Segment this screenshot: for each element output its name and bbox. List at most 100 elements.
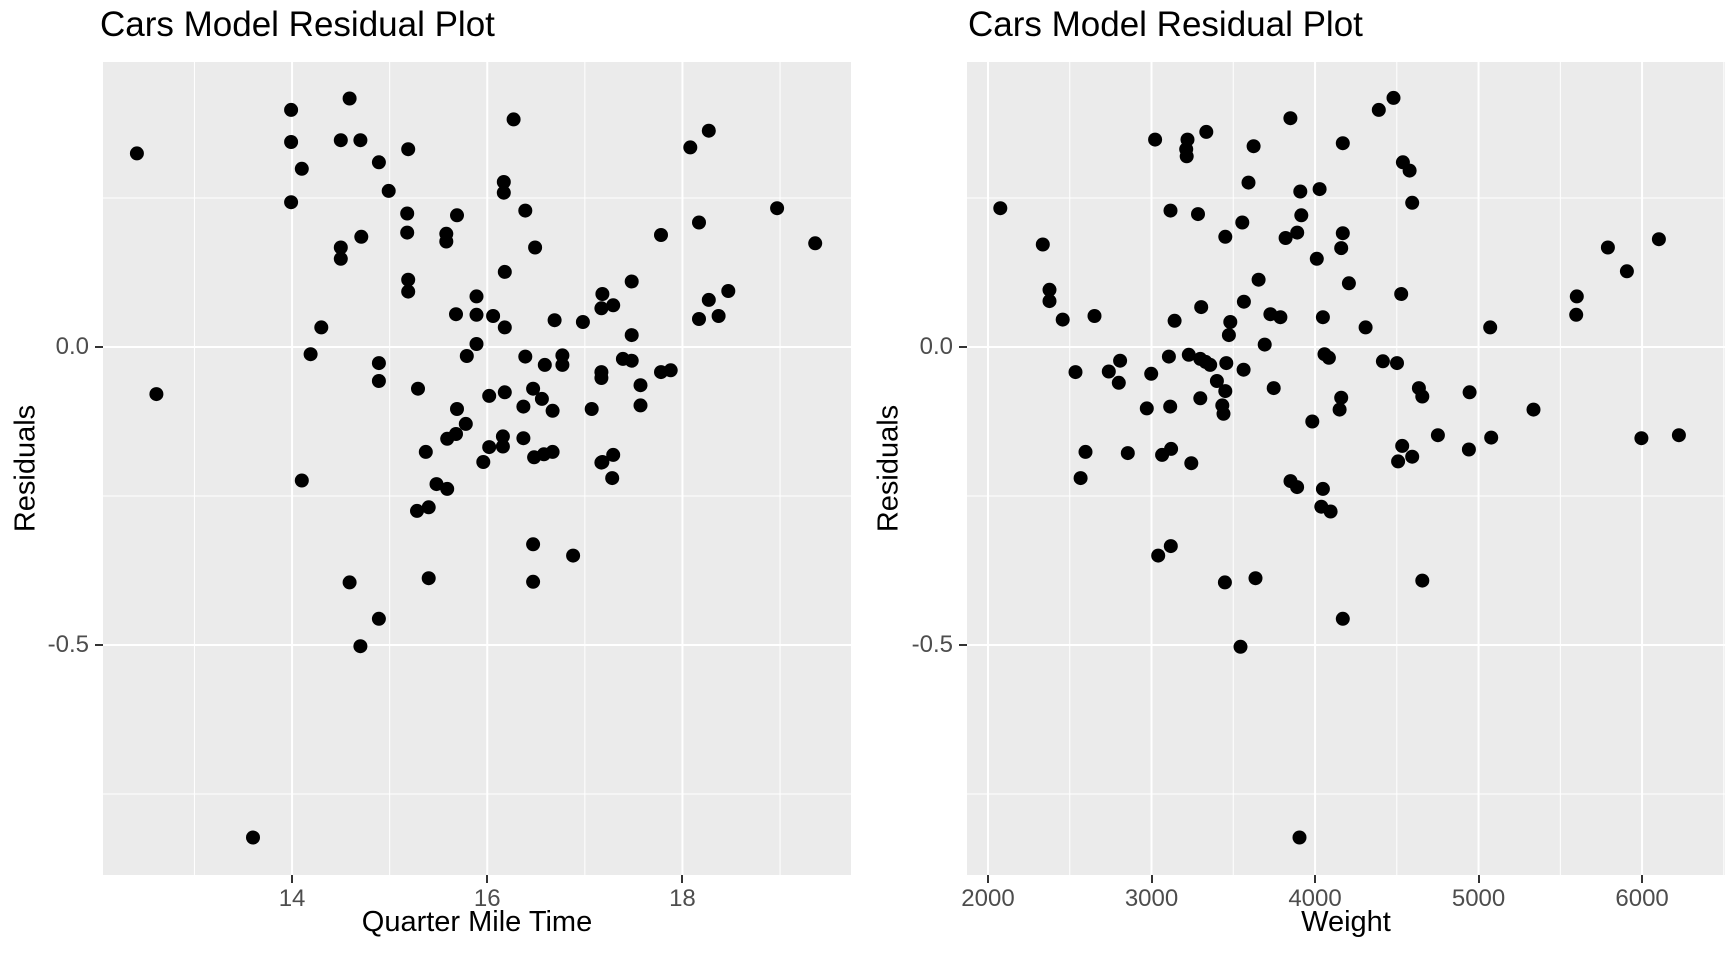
data-point — [1257, 337, 1272, 352]
data-point — [401, 272, 416, 287]
y-axis-title: Residuals — [9, 404, 42, 533]
data-point — [566, 548, 581, 563]
plot-title: Cars Model Residual Plot — [100, 5, 495, 44]
data-point — [1251, 272, 1266, 287]
data-point — [129, 146, 144, 161]
data-point — [421, 500, 436, 515]
data-point — [496, 175, 511, 189]
data-point — [594, 371, 609, 385]
data-point — [1111, 375, 1126, 390]
data-point — [401, 142, 416, 157]
x-tick-label: 18 — [669, 885, 696, 912]
data-point — [654, 228, 668, 242]
data-point — [1194, 300, 1209, 315]
data-point — [371, 374, 386, 388]
data-point — [1395, 438, 1410, 453]
data-point — [439, 234, 454, 249]
data-point — [1278, 231, 1293, 245]
x-axis-tick — [486, 875, 489, 883]
data-point — [1526, 402, 1541, 417]
data-point — [808, 236, 823, 251]
data-point — [506, 112, 521, 127]
plot-panel — [103, 62, 851, 875]
data-point — [1332, 402, 1347, 417]
data-point — [692, 312, 706, 326]
data-point — [595, 287, 610, 301]
data-point — [1390, 356, 1404, 371]
data-point — [1461, 442, 1476, 457]
data-point — [1139, 401, 1154, 416]
data-point — [606, 298, 621, 313]
data-point — [1386, 90, 1401, 105]
data-point — [469, 307, 484, 322]
data-point — [1035, 237, 1050, 252]
data-point — [371, 356, 386, 371]
data-point — [1236, 294, 1251, 309]
data-point — [528, 240, 543, 255]
data-point — [1144, 366, 1159, 381]
data-point — [418, 444, 433, 459]
data-point — [1216, 406, 1231, 421]
x-tick-label: 2000 — [961, 885, 1015, 912]
data-point — [1191, 207, 1205, 222]
data-point — [1199, 124, 1214, 139]
data-point — [1184, 456, 1199, 471]
data-point — [624, 328, 639, 343]
data-point — [1218, 384, 1233, 399]
data-point — [440, 481, 455, 496]
data-point — [1651, 232, 1666, 247]
data-point — [624, 274, 639, 289]
data-point — [1335, 611, 1350, 626]
data-point — [1219, 356, 1234, 371]
x-axis-title: Weight — [1301, 906, 1391, 938]
data-point — [449, 307, 463, 322]
data-point — [1203, 357, 1218, 372]
data-point — [342, 91, 357, 106]
panel-background — [967, 62, 1725, 875]
data-point — [1236, 362, 1251, 377]
data-point — [1151, 548, 1166, 563]
data-point — [1294, 208, 1309, 223]
data-point — [449, 427, 463, 441]
data-point — [1120, 446, 1135, 461]
data-point — [1619, 264, 1634, 279]
data-point — [314, 320, 329, 335]
data-point — [1569, 307, 1584, 322]
data-point — [1163, 399, 1178, 414]
data-point — [476, 455, 491, 469]
data-point — [1248, 571, 1263, 586]
data-point — [354, 229, 369, 244]
x-tick-label: 14 — [278, 885, 306, 912]
data-point — [1483, 320, 1498, 335]
data-point — [1394, 287, 1409, 301]
data-point — [1293, 184, 1308, 199]
data-point — [1462, 385, 1477, 400]
data-point — [294, 161, 309, 176]
plot-title: Cars Model Residual Plot — [968, 5, 1363, 44]
data-point — [333, 251, 348, 266]
data-point — [1405, 195, 1420, 210]
data-point — [526, 574, 541, 589]
data-point — [421, 571, 436, 586]
data-point — [1334, 390, 1349, 405]
data-point — [1634, 431, 1649, 446]
data-point — [624, 353, 639, 368]
data-point — [1179, 149, 1194, 164]
data-point — [1241, 175, 1256, 190]
data-point — [284, 195, 299, 210]
data-point — [1113, 353, 1128, 368]
data-point — [606, 447, 621, 462]
data-point — [353, 639, 368, 654]
data-point — [575, 315, 590, 329]
data-point — [495, 429, 510, 444]
data-point — [342, 575, 357, 590]
data-point — [545, 403, 560, 418]
data-point — [1290, 480, 1305, 495]
data-point — [371, 611, 386, 626]
data-point — [1221, 328, 1236, 343]
data-point — [518, 349, 533, 364]
y-axis-tick — [959, 346, 967, 349]
x-tick-label: 6000 — [1615, 885, 1669, 912]
x-tick-label: 5000 — [1451, 885, 1506, 912]
data-point — [1042, 282, 1057, 297]
